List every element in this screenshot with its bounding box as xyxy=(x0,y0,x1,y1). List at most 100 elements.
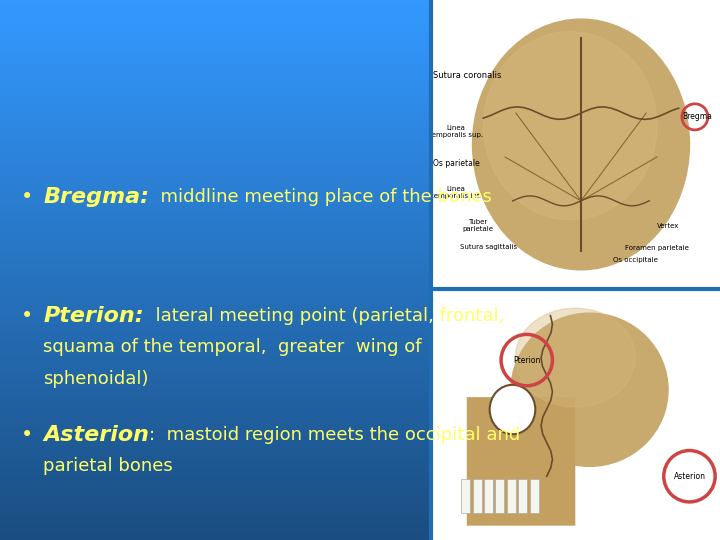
Bar xyxy=(0,289,720,292)
Bar xyxy=(0,475,720,478)
Bar xyxy=(0,173,720,176)
Bar xyxy=(0,8,720,11)
Bar xyxy=(0,319,720,321)
Bar xyxy=(0,310,720,313)
Bar xyxy=(0,383,720,386)
Bar xyxy=(0,5,720,8)
Bar xyxy=(0,84,720,86)
Text: squama of the temporal,  greater  wing of: squama of the temporal, greater wing of xyxy=(43,338,422,356)
Bar xyxy=(0,367,720,370)
Bar xyxy=(0,354,720,356)
Bar xyxy=(0,130,720,132)
Bar xyxy=(0,510,720,513)
Bar xyxy=(0,308,720,310)
Text: lateral meeting point (parietal, frontal,: lateral meeting point (parietal, frontal… xyxy=(144,307,504,325)
Bar xyxy=(0,335,720,338)
Bar xyxy=(0,281,720,284)
Bar xyxy=(0,89,720,92)
Bar xyxy=(0,351,720,354)
Bar xyxy=(0,35,720,38)
Bar xyxy=(0,467,720,470)
Bar xyxy=(0,146,720,148)
Text: Sutura coronalis: Sutura coronalis xyxy=(433,71,501,80)
Text: Bregma:: Bregma: xyxy=(43,187,149,207)
Bar xyxy=(0,73,720,76)
Bar xyxy=(0,178,720,181)
Bar xyxy=(0,78,720,81)
Bar xyxy=(0,456,720,459)
Bar xyxy=(0,346,720,348)
Bar xyxy=(0,122,720,124)
Ellipse shape xyxy=(490,385,535,434)
Text: Asterion: Asterion xyxy=(673,472,706,481)
Text: parietal bones: parietal bones xyxy=(43,457,173,475)
Bar xyxy=(0,119,720,122)
Bar xyxy=(0,238,720,240)
Bar xyxy=(0,40,720,43)
Text: •: • xyxy=(21,306,34,326)
Bar xyxy=(0,381,720,383)
Bar xyxy=(0,397,720,400)
Text: middline meeting place of the bones: middline meeting place of the bones xyxy=(149,188,492,206)
Bar xyxy=(0,24,720,27)
Bar xyxy=(0,221,720,224)
Bar xyxy=(0,502,720,505)
Bar xyxy=(0,408,720,410)
Bar xyxy=(0,440,720,443)
Bar xyxy=(0,535,720,537)
Bar xyxy=(0,526,720,529)
Bar xyxy=(0,186,720,189)
Bar xyxy=(0,494,720,497)
Bar xyxy=(0,491,720,494)
Bar xyxy=(495,478,505,514)
Bar xyxy=(0,27,720,30)
Bar xyxy=(0,92,720,94)
Bar xyxy=(0,189,720,192)
Bar xyxy=(0,230,720,232)
Bar xyxy=(0,100,720,103)
Text: •: • xyxy=(21,424,34,445)
Text: :  mastoid region meets the occipital and: : mastoid region meets the occipital and xyxy=(149,426,521,444)
Bar xyxy=(461,478,470,514)
Bar xyxy=(0,446,720,448)
Bar xyxy=(431,289,720,540)
Text: Sutura sagittalis: Sutura sagittalis xyxy=(460,244,518,250)
Bar xyxy=(0,324,720,327)
Bar xyxy=(0,300,720,302)
Bar xyxy=(0,49,720,51)
Bar xyxy=(0,316,720,319)
Bar xyxy=(0,400,720,402)
Bar xyxy=(0,165,720,167)
Bar xyxy=(472,478,482,514)
Bar xyxy=(0,211,720,213)
Bar xyxy=(0,70,720,73)
Bar xyxy=(518,478,527,514)
Bar xyxy=(0,273,720,275)
Bar xyxy=(0,537,720,540)
Bar xyxy=(0,151,720,154)
Bar xyxy=(0,529,720,532)
Bar xyxy=(530,478,539,514)
Bar xyxy=(0,521,720,524)
Bar xyxy=(0,108,720,111)
Text: Pterion:: Pterion: xyxy=(43,306,144,326)
Bar xyxy=(0,19,720,22)
Bar xyxy=(0,46,720,49)
Bar xyxy=(0,378,720,381)
Bar xyxy=(0,470,720,472)
Ellipse shape xyxy=(511,313,668,467)
Bar xyxy=(0,86,720,89)
Bar xyxy=(0,489,720,491)
Bar xyxy=(0,38,720,40)
Bar xyxy=(0,246,720,248)
Text: Os parietale: Os parietale xyxy=(433,159,480,168)
Bar xyxy=(0,227,720,229)
Bar xyxy=(0,524,720,526)
Bar xyxy=(0,386,720,389)
Bar xyxy=(0,443,720,445)
Bar xyxy=(0,294,720,297)
Bar xyxy=(0,362,720,364)
Bar xyxy=(0,497,720,500)
Text: sphenoidal): sphenoidal) xyxy=(43,369,149,388)
Bar xyxy=(0,389,720,392)
